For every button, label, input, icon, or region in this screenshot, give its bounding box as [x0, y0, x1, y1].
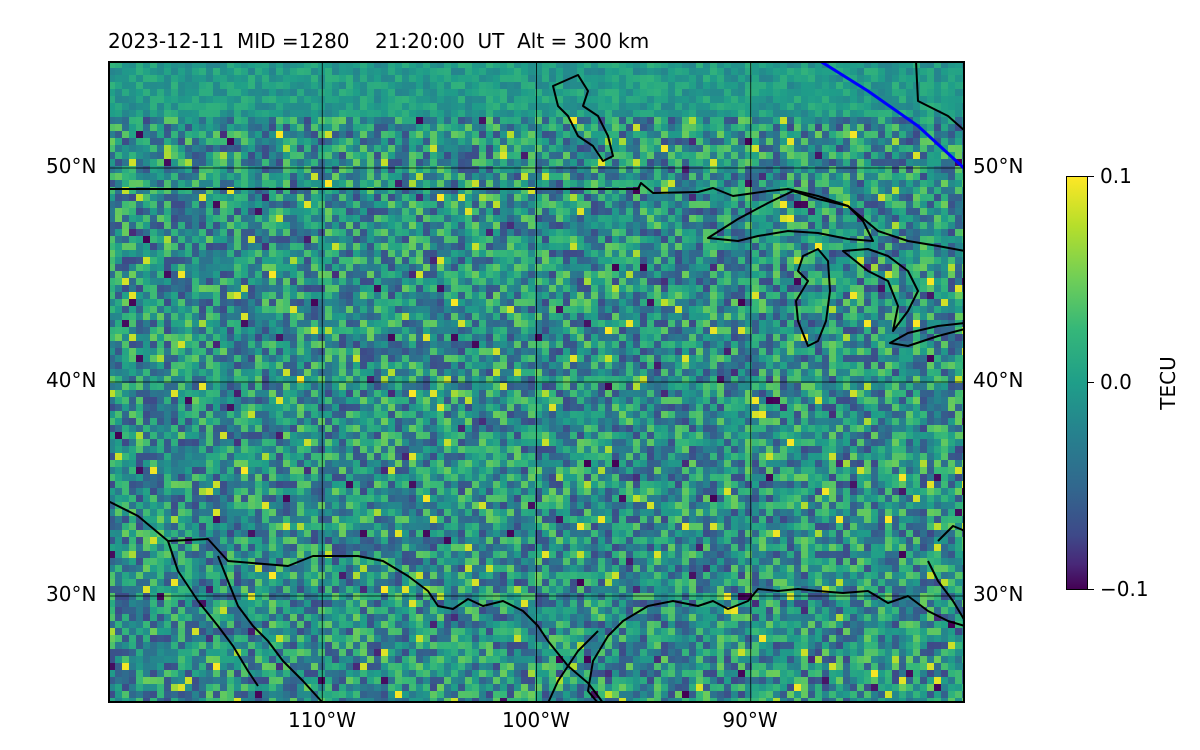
colorbar-max-label: 0.1	[1100, 164, 1132, 188]
colorbar-tick-mid	[1088, 382, 1094, 383]
title-time-unit: UT	[477, 29, 505, 53]
tec-heatmap	[108, 61, 965, 703]
florida-peninsula	[927, 560, 965, 622]
lat-label-left-40: 40°N	[46, 368, 97, 392]
graticule	[108, 61, 965, 703]
title-time: 21:20:00	[374, 29, 465, 53]
lake-michigan	[795, 248, 831, 347]
colorbar-tick-max	[1088, 176, 1094, 177]
lon-label-110w: 110°W	[288, 708, 356, 732]
lake-huron	[842, 248, 919, 332]
lon-label-100w: 100°W	[502, 708, 570, 732]
james-bay	[552, 74, 614, 162]
baja-peninsula	[167, 540, 259, 687]
tec-map-canvas	[108, 61, 965, 703]
colorbar-tick-min	[1088, 589, 1094, 590]
baja-california	[217, 555, 324, 703]
lat-label-right-40: 40°N	[973, 368, 1024, 392]
mexico-gulf-coast	[547, 630, 599, 703]
terminator-line	[819, 61, 965, 171]
coastlines	[108, 61, 965, 703]
lake-erie	[889, 322, 965, 347]
title-date: 2023-12-11	[108, 29, 225, 53]
map-border	[108, 61, 965, 703]
lat-label-right-30: 30°N	[973, 582, 1024, 606]
map-title: 2023-12-11 MID =1280 21:20:00 UT Alt = 3…	[108, 29, 649, 53]
colorbar-min-label: −0.1	[1100, 577, 1149, 601]
mexico-border	[108, 500, 604, 703]
lat-label-left-50: 50°N	[46, 154, 97, 178]
lat-label-left-30: 30°N	[46, 582, 97, 606]
hudson-bay-shore	[915, 61, 965, 132]
title-mid: MID =1280	[236, 29, 350, 53]
us-canada-border	[108, 182, 965, 252]
lake-superior	[707, 190, 874, 242]
lon-label-90w: 90°W	[722, 708, 778, 732]
gulf-coast-us	[587, 588, 965, 703]
colorbar	[1066, 176, 1088, 590]
florida-east	[937, 525, 965, 542]
colorbar-mid-label: 0.0	[1100, 370, 1132, 394]
title-altitude: Alt = 300 km	[517, 29, 650, 53]
lat-label-right-50: 50°N	[973, 154, 1024, 178]
colorbar-title: TECU	[1156, 356, 1180, 410]
tec-map	[108, 61, 965, 703]
